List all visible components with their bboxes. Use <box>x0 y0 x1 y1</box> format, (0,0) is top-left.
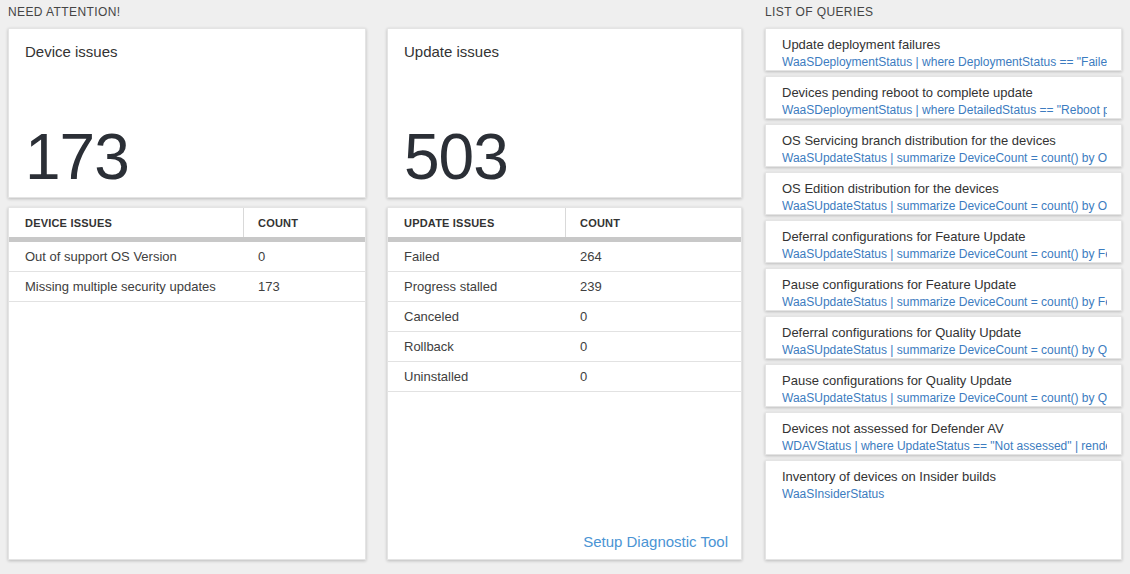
query-item[interactable]: OS Edition distribution for the devices … <box>765 172 1122 215</box>
table-row[interactable]: Canceled 0 <box>388 302 741 332</box>
query-item[interactable]: Devices pending reboot to complete updat… <box>765 76 1122 119</box>
row-value: 173 <box>244 272 365 301</box>
query-code-link[interactable]: WDAVStatus | where UpdateStatus == "Not … <box>782 438 1107 454</box>
row-label: Out of support OS Version <box>9 242 244 271</box>
query-title: Deferral configurations for Feature Upda… <box>782 228 1107 245</box>
row-label: Missing multiple security updates <box>9 272 244 301</box>
query-code-link[interactable]: WaaSUpdateStatus | summarize DeviceCount… <box>782 246 1107 262</box>
query-item[interactable]: Pause configurations for Feature Update … <box>765 268 1122 311</box>
query-item[interactable]: Inventory of devices on Insider builds W… <box>765 460 1122 560</box>
column-header-count: COUNT <box>244 208 365 237</box>
query-code-link[interactable]: WaaSInsiderStatus <box>782 486 1107 502</box>
row-value: 0 <box>566 332 741 361</box>
row-label: Canceled <box>388 302 566 331</box>
row-label: Progress stalled <box>388 272 566 301</box>
query-list: Update deployment failures WaaSDeploymen… <box>765 28 1122 560</box>
update-compliance-dashboard: NEED ATTENTION! Device issues 173 DEVICE… <box>0 0 1130 574</box>
query-code-link[interactable]: WaaSDeploymentStatus | where DetailedSta… <box>782 102 1107 118</box>
column-header-device-issues: DEVICE ISSUES <box>9 208 244 237</box>
query-code-link[interactable]: WaaSDeploymentStatus | where DeploymentS… <box>782 54 1107 70</box>
row-label: Failed <box>388 242 566 271</box>
table-row[interactable]: Uninstalled 0 <box>388 362 741 392</box>
update-issues-table: UPDATE ISSUES COUNT Failed 264 Progress … <box>387 207 742 560</box>
query-title: Pause configurations for Quality Update <box>782 372 1107 389</box>
query-title: Devices pending reboot to complete updat… <box>782 84 1107 101</box>
query-code-link[interactable]: WaaSUpdateStatus | summarize DeviceCount… <box>782 198 1107 214</box>
row-value: 0 <box>566 362 741 391</box>
list-of-queries-section-title: LIST OF QUERIES <box>765 5 1122 28</box>
device-issues-table: DEVICE ISSUES COUNT Out of support OS Ve… <box>8 207 366 560</box>
row-value: 0 <box>244 242 365 271</box>
query-item[interactable]: Update deployment failures WaaSDeploymen… <box>765 28 1122 71</box>
query-title: Devices not assessed for Defender AV <box>782 420 1107 437</box>
query-title: OS Servicing branch distribution for the… <box>782 132 1107 149</box>
update-issues-column: Update issues 503 UPDATE ISSUES COUNT Fa… <box>387 5 742 560</box>
section-label-spacer <box>387 5 742 28</box>
update-issues-count: 503 <box>404 121 508 195</box>
device-issues-card[interactable]: Device issues 173 <box>8 28 366 198</box>
device-issues-column: NEED ATTENTION! Device issues 173 DEVICE… <box>8 5 366 560</box>
device-issues-table-header: DEVICE ISSUES COUNT <box>9 208 365 237</box>
query-code-link[interactable]: WaaSUpdateStatus | summarize DeviceCount… <box>782 342 1107 358</box>
device-issues-count: 173 <box>25 121 129 195</box>
query-item[interactable]: OS Servicing branch distribution for the… <box>765 124 1122 167</box>
query-title: OS Edition distribution for the devices <box>782 180 1107 197</box>
update-issues-card[interactable]: Update issues 503 <box>387 28 742 198</box>
need-attention-section-title: NEED ATTENTION! <box>8 5 366 28</box>
row-value: 0 <box>566 302 741 331</box>
query-code-link[interactable]: WaaSUpdateStatus | summarize DeviceCount… <box>782 150 1107 166</box>
query-title: Deferral configurations for Quality Upda… <box>782 324 1107 341</box>
table-row[interactable]: Rollback 0 <box>388 332 741 362</box>
query-item[interactable]: Deferral configurations for Feature Upda… <box>765 220 1122 263</box>
query-title: Pause configurations for Feature Update <box>782 276 1107 293</box>
setup-diagnostic-tool-link[interactable]: Setup Diagnostic Tool <box>583 533 728 550</box>
row-label: Uninstalled <box>388 362 566 391</box>
column-header-count: COUNT <box>566 208 741 237</box>
device-issues-card-title: Device issues <box>25 43 349 60</box>
table-row[interactable]: Progress stalled 239 <box>388 272 741 302</box>
query-title: Update deployment failures <box>782 36 1107 53</box>
update-issues-table-header: UPDATE ISSUES COUNT <box>388 208 741 237</box>
row-value: 264 <box>566 242 741 271</box>
query-item[interactable]: Pause configurations for Quality Update … <box>765 364 1122 407</box>
row-label: Rollback <box>388 332 566 361</box>
table-row[interactable]: Failed 264 <box>388 242 741 272</box>
table-row[interactable]: Out of support OS Version 0 <box>9 242 365 272</box>
update-issues-card-title: Update issues <box>404 43 725 60</box>
query-title: Inventory of devices on Insider builds <box>782 468 1107 485</box>
column-header-update-issues: UPDATE ISSUES <box>388 208 566 237</box>
query-code-link[interactable]: WaaSUpdateStatus | summarize DeviceCount… <box>782 390 1107 406</box>
row-value: 239 <box>566 272 741 301</box>
table-row[interactable]: Missing multiple security updates 173 <box>9 272 365 302</box>
query-item[interactable]: Devices not assessed for Defender AV WDA… <box>765 412 1122 455</box>
queries-column: LIST OF QUERIES Update deployment failur… <box>765 5 1122 560</box>
query-item[interactable]: Deferral configurations for Quality Upda… <box>765 316 1122 359</box>
query-code-link[interactable]: WaaSUpdateStatus | summarize DeviceCount… <box>782 294 1107 310</box>
